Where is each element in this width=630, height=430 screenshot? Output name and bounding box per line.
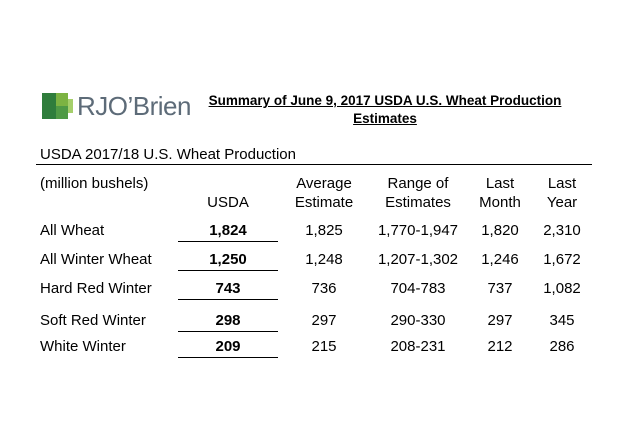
row-label: White Winter <box>40 338 126 355</box>
average-value: 297 <box>311 312 337 329</box>
last-month-value: 212 <box>487 338 513 355</box>
section-title: USDA 2017/18 U.S. Wheat Production <box>40 146 296 163</box>
header-last-year-line2: Year <box>546 194 578 211</box>
row-label: Hard Red Winter <box>40 280 152 297</box>
logo-mark-icon <box>42 91 74 121</box>
usda-value: 298 <box>215 312 241 329</box>
last-month-value: 1,246 <box>481 251 519 268</box>
header-usda: USDA <box>178 174 278 212</box>
average-value: 1,248 <box>305 251 343 268</box>
usda-underline <box>178 241 278 242</box>
usda-underline <box>178 299 278 300</box>
header-last-year-line1: Last <box>547 175 577 192</box>
row-label: All Winter Wheat <box>40 251 152 268</box>
usda-underline <box>178 270 278 271</box>
page-title: Summary of June 9, 2017 USDA U.S. Wheat … <box>188 92 582 128</box>
average-value: 736 <box>311 280 337 297</box>
range-value: 1,207-1,302 <box>377 251 459 268</box>
range-value: 1,770-1,947 <box>377 222 459 239</box>
last-year-value: 286 <box>549 338 575 355</box>
header-average-line2: Estimate <box>294 194 354 211</box>
rjo-brien-logo: RJO’Brien <box>42 90 191 122</box>
range-value: 208-231 <box>390 338 446 355</box>
header-last-month-line2: Month <box>479 194 521 211</box>
usda-value: 743 <box>215 280 241 297</box>
usda-value: 209 <box>215 338 241 355</box>
header-last-year: Last Year <box>533 174 591 212</box>
section-divider <box>36 164 592 165</box>
row-label: Soft Red Winter <box>40 312 146 329</box>
last-year-value: 345 <box>549 312 575 329</box>
last-year-value: 2,310 <box>543 222 581 239</box>
header-average-estimate: Average Estimate <box>284 174 364 212</box>
header-range-line1: Range of <box>387 175 449 192</box>
usda-value: 1,250 <box>209 251 247 268</box>
range-value: 290-330 <box>390 312 446 329</box>
usda-value: 1,824 <box>209 222 247 239</box>
last-month-value: 297 <box>487 312 513 329</box>
last-month-value: 1,820 <box>481 222 519 239</box>
header-average-line1: Average <box>296 175 352 192</box>
row-label: All Wheat <box>40 222 105 239</box>
header-range-of-estimates: Range of Estimates <box>368 174 468 212</box>
range-value: 704-783 <box>390 280 446 297</box>
usda-underline <box>178 331 278 332</box>
title-line-1: Summary of June 9, 2017 USDA U.S. Wheat … <box>208 93 562 108</box>
header-usda-line2: USDA <box>207 194 249 211</box>
last-year-value: 1,672 <box>543 251 581 268</box>
last-year-value: 1,082 <box>543 280 581 297</box>
header-range-line2: Estimates <box>385 194 451 211</box>
units-label: (million bushels) <box>40 175 149 192</box>
average-value: 215 <box>311 338 337 355</box>
header-usda-line1 <box>178 174 278 193</box>
last-month-value: 737 <box>487 280 513 297</box>
header-last-month-line1: Last <box>485 175 515 192</box>
header-last-month: Last Month <box>470 174 530 212</box>
usda-underline <box>178 357 278 358</box>
title-line-2: Estimates <box>353 111 417 126</box>
logo-text: RJO’Brien <box>77 91 191 121</box>
average-value: 1,825 <box>305 222 343 239</box>
